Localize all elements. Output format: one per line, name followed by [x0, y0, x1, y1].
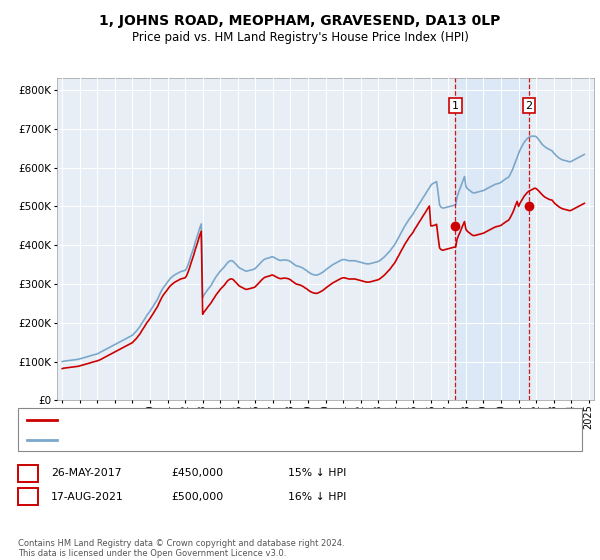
Text: £500,000: £500,000: [171, 492, 223, 502]
Text: 17-AUG-2021: 17-AUG-2021: [51, 492, 124, 502]
Bar: [455, 78, 529, 400]
Text: Price paid vs. HM Land Registry's House Price Index (HPI): Price paid vs. HM Land Registry's House …: [131, 31, 469, 44]
Text: Contains HM Land Registry data © Crown copyright and database right 2024.
This d: Contains HM Land Registry data © Crown c…: [18, 539, 344, 558]
Text: 1, JOHNS ROAD, MEOPHAM, GRAVESEND, DA13 0LP (detached house): 1, JOHNS ROAD, MEOPHAM, GRAVESEND, DA13 …: [63, 415, 410, 425]
Text: 1: 1: [25, 468, 31, 478]
Text: 2: 2: [25, 492, 31, 502]
Text: 16% ↓ HPI: 16% ↓ HPI: [288, 492, 346, 502]
Text: 15% ↓ HPI: 15% ↓ HPI: [288, 468, 346, 478]
Text: 2: 2: [526, 101, 533, 110]
Text: £450,000: £450,000: [171, 468, 223, 478]
Text: HPI: Average price, detached house, Gravesham: HPI: Average price, detached house, Grav…: [63, 435, 305, 445]
Text: 1, JOHNS ROAD, MEOPHAM, GRAVESEND, DA13 0LP: 1, JOHNS ROAD, MEOPHAM, GRAVESEND, DA13 …: [100, 14, 500, 28]
Text: 26-MAY-2017: 26-MAY-2017: [51, 468, 121, 478]
Text: 1: 1: [452, 101, 459, 110]
